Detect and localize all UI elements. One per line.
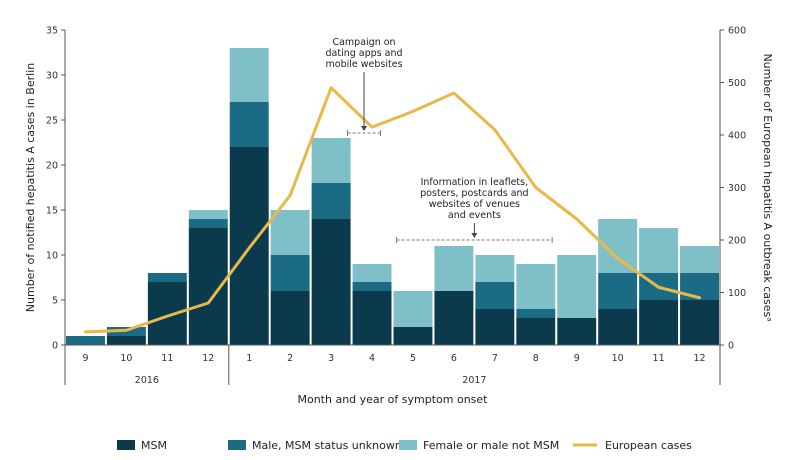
bar-segment-1-2: [106, 336, 146, 345]
legend-label-2: Male, MSM status unknown: [252, 439, 402, 452]
month-tick-label: 8: [533, 353, 539, 364]
left-tick-label: 0: [52, 341, 58, 352]
month-tick-label: 12: [693, 353, 705, 364]
x-axis-title: Month and year of symptom onset: [297, 393, 488, 406]
annotation-text-line: Information in leaflets,: [421, 177, 529, 188]
annotation-text-line: and events: [448, 210, 501, 221]
bar-segment-3-13: [557, 255, 597, 318]
bar-segment-1-7: [311, 219, 351, 345]
bar-segment-2-14: [598, 273, 638, 309]
annotation-text-line: posters, postcards and: [420, 188, 528, 199]
bar-segment-2-1: [66, 336, 105, 345]
left-tick-label: 5: [52, 296, 58, 307]
bar-segment-1-9: [393, 327, 433, 345]
bar-segment-1-13: [557, 318, 597, 345]
month-tick-label: 4: [369, 353, 375, 364]
y-axis-title-left: Number of notified hepatitis A cases in …: [24, 63, 37, 312]
month-tick-label: 10: [120, 353, 132, 364]
legend: MSM Male, MSM status unknown Female or mal…: [117, 439, 692, 452]
month-tick-label: 9: [574, 353, 580, 364]
annotation-text-line: mobile websites: [326, 59, 403, 70]
annotation-text-line: websites of venues: [429, 199, 520, 210]
y-axis-title-right: Number of European hepatitis A outbreak …: [761, 53, 774, 321]
left-tick-label: 25: [46, 116, 58, 127]
bar-segment-1-8: [352, 291, 392, 345]
bar-segment-3-15: [639, 228, 679, 273]
month-tick-label: 11: [161, 353, 173, 364]
bar-segment-3-12: [516, 264, 556, 309]
right-tick-label: 200: [728, 236, 746, 247]
left-tick-label: 35: [46, 26, 58, 37]
legend-label-3: Female or male not MSM: [423, 439, 559, 452]
bar-segment-2-3: [147, 273, 187, 282]
month-tick-label: 6: [451, 353, 457, 364]
right-tick-label: 0: [728, 341, 734, 352]
year-label: 2016: [135, 375, 159, 386]
legend-swatch-3: [399, 440, 417, 450]
left-tick-label: 10: [46, 251, 58, 262]
bar-segment-1-16: [680, 300, 719, 345]
bar-segment-1-3: [147, 282, 187, 345]
right-tick-label: 500: [728, 78, 746, 89]
bar-segment-3-7: [311, 138, 351, 183]
bar-segment-3-9: [393, 291, 433, 327]
bar-segment-3-16: [680, 246, 719, 273]
bar-segment-3-10: [434, 246, 474, 291]
year-label: 2017: [462, 375, 486, 386]
bar-segment-2-4: [188, 219, 228, 228]
bar-segment-2-11: [475, 282, 515, 309]
month-tick-label: 10: [612, 353, 624, 364]
bar-segment-3-11: [475, 255, 515, 282]
left-tick-label: 20: [46, 161, 58, 172]
bar-segment-2-16: [680, 273, 719, 300]
left-tick-label: 15: [46, 206, 58, 217]
month-tick-label: 5: [410, 353, 416, 364]
month-tick-label: 11: [653, 353, 665, 364]
bar-segment-2-6: [270, 255, 310, 291]
bar-segment-3-6: [270, 210, 310, 255]
annotation-arrowhead: [471, 233, 478, 238]
right-tick-label: 300: [728, 183, 746, 194]
bar-segment-1-12: [516, 318, 556, 345]
bar-segment-3-5: [229, 48, 269, 102]
bar-segment-1-11: [475, 309, 515, 345]
annotation-text-line: dating apps and: [326, 48, 403, 59]
right-tick-label: 600: [728, 26, 746, 37]
right-tick-label: 400: [728, 131, 746, 142]
bar-segment-2-12: [516, 309, 556, 318]
bar-segment-3-4: [188, 210, 228, 219]
bar-segment-2-5: [229, 102, 269, 147]
month-tick-label: 12: [202, 353, 214, 364]
legend-swatch-2: [228, 440, 246, 450]
month-tick-label: 9: [82, 353, 88, 364]
legend-label-4: European cases: [605, 439, 692, 452]
bar-segment-1-15: [639, 300, 679, 345]
bar-segment-3-8: [352, 264, 392, 282]
month-tick-label: 3: [328, 353, 334, 364]
bar-segment-1-14: [598, 309, 638, 345]
legend-swatch-1: [117, 440, 135, 450]
annotation-text-line: Campaign on: [332, 37, 395, 48]
legend-label-1: MSM: [141, 439, 167, 452]
annotation-arrowhead: [361, 126, 368, 131]
right-tick-label: 100: [728, 288, 746, 299]
left-tick-label: 30: [46, 71, 58, 82]
bar-segment-1-10: [434, 291, 474, 345]
bar-segment-1-6: [270, 291, 310, 345]
month-tick-label: 7: [492, 353, 498, 364]
european-cases-line: [83, 86, 702, 334]
month-tick-label: 1: [246, 353, 252, 364]
bar-segment-2-8: [352, 282, 392, 291]
bars-layer: [66, 48, 719, 345]
month-tick-label: 2: [287, 353, 293, 364]
line-layer: [83, 86, 702, 334]
bar-segment-2-7: [311, 183, 351, 219]
